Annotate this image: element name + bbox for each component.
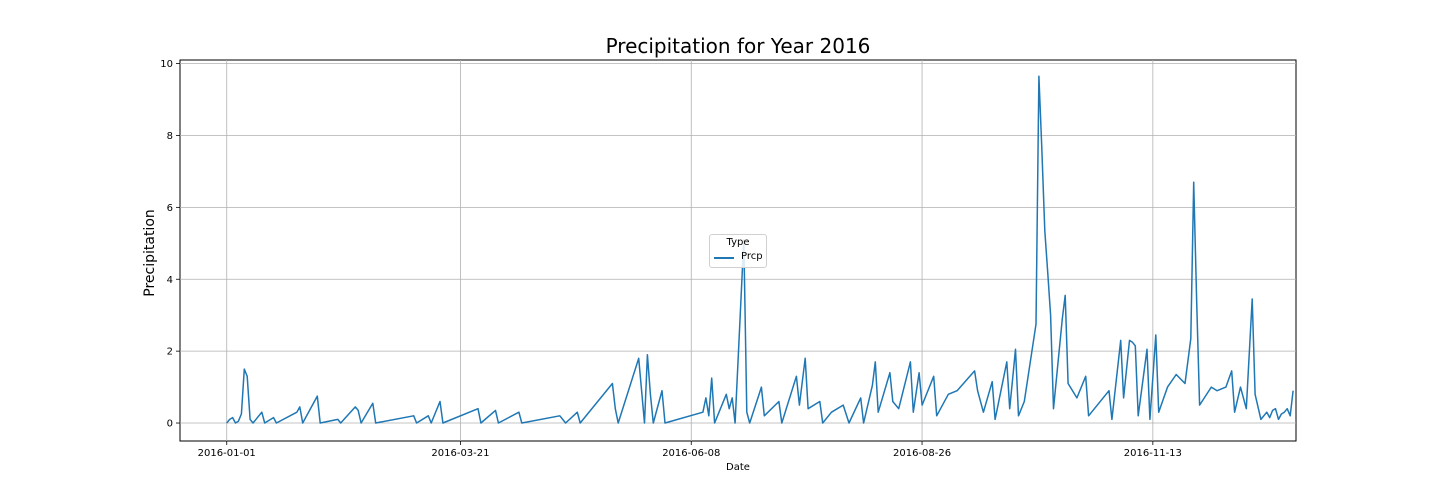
y-tick-label: 6 xyxy=(167,203,173,214)
legend-entry-label: Prcp xyxy=(741,251,763,262)
chart-title: Precipitation for Year 2016 xyxy=(605,34,871,58)
y-tick-label: 4 xyxy=(167,275,173,286)
x-tick-label: 2016-11-13 xyxy=(1124,448,1182,459)
x-tick-label: 2016-01-01 xyxy=(198,448,256,459)
y-tick-label: 2 xyxy=(167,347,173,358)
y-tick-label: 0 xyxy=(167,419,173,430)
legend-line-swatch xyxy=(714,257,734,259)
tick-layer: 0 2 4 6 8 10 2016-01-01 2016-03-21 2016-06-08 201… xyxy=(160,59,1182,459)
grid-layer xyxy=(180,60,1296,441)
x-tick-label: 2016-03-21 xyxy=(431,448,489,459)
legend-title: Type xyxy=(726,237,750,248)
series-line-prcp xyxy=(226,75,1294,424)
x-tick-label: 2016-06-08 xyxy=(662,448,720,459)
y-tick-label: 8 xyxy=(167,131,173,142)
x-axis-label: Date xyxy=(726,462,750,473)
y-axis-label: Precipitation xyxy=(142,209,158,297)
series-layer xyxy=(226,75,1294,424)
y-tick-label: 10 xyxy=(160,59,173,70)
x-tick-label: 2016-08-26 xyxy=(893,448,951,459)
legend: Type Prcp xyxy=(709,234,767,268)
plot-area-frame xyxy=(179,59,1297,442)
